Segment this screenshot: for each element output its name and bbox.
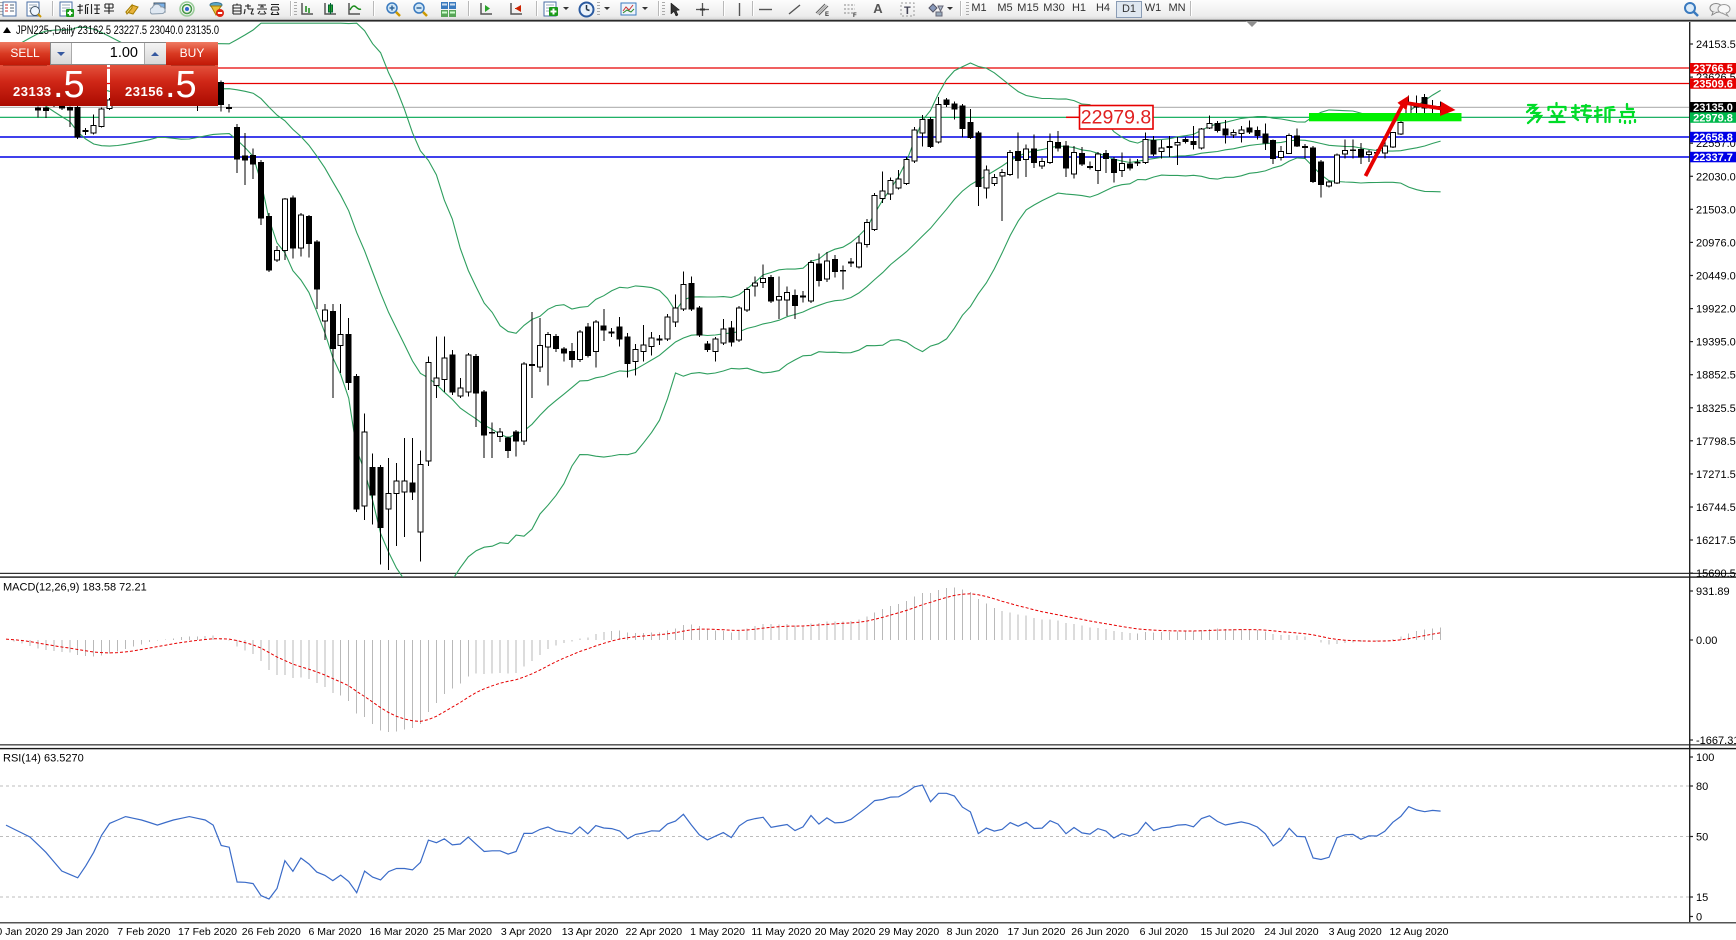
svg-text:12 Aug 2020: 12 Aug 2020 [1389, 926, 1448, 938]
svg-text:50: 50 [1696, 832, 1708, 844]
svg-text:24153.5: 24153.5 [1696, 39, 1736, 51]
svg-text:JPN225-,Daily 23162.5 23227.5: JPN225-,Daily 23162.5 23227.5 23040.0 23… [16, 25, 219, 37]
svg-text:21503.0: 21503.0 [1696, 204, 1736, 216]
svg-text:8 Jun 2020: 8 Jun 2020 [947, 926, 999, 938]
svg-text:19922.0: 19922.0 [1696, 304, 1736, 316]
svg-text:26 Feb 2020: 26 Feb 2020 [242, 926, 301, 938]
svg-text:29 Jan 2020: 29 Jan 2020 [51, 926, 109, 938]
svg-text:22030.0: 22030.0 [1696, 171, 1736, 183]
svg-text:100: 100 [1696, 752, 1714, 764]
svg-text:18852.5: 18852.5 [1696, 370, 1736, 382]
svg-text:15690.5: 15690.5 [1696, 568, 1736, 580]
svg-text:19395.0: 19395.0 [1696, 337, 1736, 349]
svg-text:80: 80 [1696, 781, 1708, 793]
svg-text:6 Mar 2020: 6 Mar 2020 [308, 926, 361, 938]
svg-text:17 Feb 2020: 17 Feb 2020 [178, 926, 237, 938]
svg-text:20 Jan 2020: 20 Jan 2020 [0, 926, 49, 938]
svg-text:17271.5: 17271.5 [1696, 469, 1736, 481]
svg-text:MACD(12,26,9) 183.58 72.21: MACD(12,26,9) 183.58 72.21 [3, 582, 147, 594]
svg-text:3 Apr 2020: 3 Apr 2020 [501, 926, 552, 938]
svg-text:23766.5: 23766.5 [1693, 63, 1733, 75]
svg-text:22337.7: 22337.7 [1693, 152, 1733, 164]
svg-text:931.89: 931.89 [1696, 586, 1730, 598]
svg-text:15: 15 [1696, 892, 1708, 904]
svg-text:13 Apr 2020: 13 Apr 2020 [562, 926, 619, 938]
svg-text:22979.8: 22979.8 [1081, 107, 1152, 129]
svg-text:20449.0: 20449.0 [1696, 270, 1736, 282]
svg-text:F: F [853, 13, 857, 18]
svg-text:6 Jul 2020: 6 Jul 2020 [1140, 926, 1189, 938]
svg-text:23135.0: 23135.0 [1693, 102, 1733, 114]
svg-text:E: E [825, 12, 829, 18]
svg-text:0.00: 0.00 [1696, 635, 1717, 647]
svg-text:16217.5: 16217.5 [1696, 535, 1736, 547]
svg-text:17 Jun 2020: 17 Jun 2020 [1007, 926, 1065, 938]
svg-text:23509.6: 23509.6 [1693, 79, 1733, 91]
svg-text:16744.5: 16744.5 [1696, 502, 1736, 514]
svg-text:0: 0 [1696, 912, 1702, 924]
svg-text:26 Jun 2020: 26 Jun 2020 [1071, 926, 1129, 938]
svg-text:RSI(14) 63.5270: RSI(14) 63.5270 [3, 753, 84, 765]
svg-text:-1667.31: -1667.31 [1696, 735, 1736, 747]
svg-text:3 Aug 2020: 3 Aug 2020 [1329, 926, 1382, 938]
svg-text:1 May 2020: 1 May 2020 [690, 926, 745, 938]
svg-text:16 Mar 2020: 16 Mar 2020 [369, 926, 428, 938]
svg-text:18325.5: 18325.5 [1696, 403, 1736, 415]
svg-text:24 Jul 2020: 24 Jul 2020 [1264, 926, 1318, 938]
svg-text:17798.5: 17798.5 [1696, 436, 1736, 448]
svg-text:15 Jul 2020: 15 Jul 2020 [1201, 926, 1255, 938]
svg-text:22 Apr 2020: 22 Apr 2020 [626, 926, 683, 938]
svg-text:20976.0: 20976.0 [1696, 237, 1736, 249]
svg-text:7 Feb 2020: 7 Feb 2020 [117, 926, 170, 938]
svg-text:29 May 2020: 29 May 2020 [879, 926, 940, 938]
svg-text:22979.8: 22979.8 [1693, 113, 1733, 125]
svg-text:T: T [904, 5, 911, 17]
svg-text:25 Mar 2020: 25 Mar 2020 [433, 926, 492, 938]
svg-text:22658.8: 22658.8 [1693, 132, 1733, 144]
svg-text:11 May 2020: 11 May 2020 [751, 926, 811, 938]
svg-text:20 May 2020: 20 May 2020 [815, 926, 876, 938]
